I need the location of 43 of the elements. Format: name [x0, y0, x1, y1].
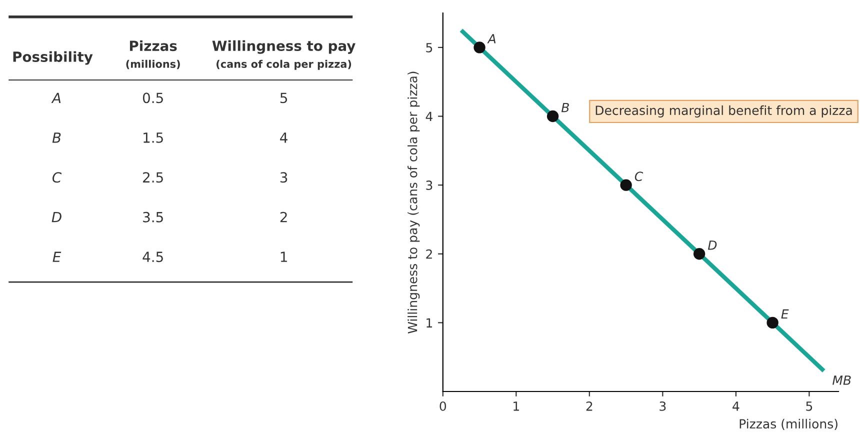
data-label: 5	[280, 92, 288, 104]
text: Willingness to pay (cans of cola per pizza)	[212, 40, 356, 70]
annotation: D	[708, 240, 717, 250]
point	[620, 179, 632, 191]
y-tick-label: 2	[426, 249, 432, 259]
data-label: 2	[280, 212, 287, 222]
y-tick-label: 1	[426, 318, 432, 328]
x-tick-label: 3	[660, 401, 666, 411]
data-label: 2.5	[143, 172, 163, 183]
annotation: E	[781, 309, 789, 319]
data-label: 3	[280, 172, 288, 183]
x-tick-label: 1	[514, 402, 519, 411]
x-tick-label: 0	[440, 401, 446, 411]
category-label: E	[52, 252, 62, 262]
data-label: 1.5	[144, 132, 163, 143]
annotation: C	[634, 172, 644, 182]
point	[474, 42, 486, 54]
y-tick-label: 3	[426, 180, 432, 190]
point	[693, 248, 706, 260]
point	[766, 316, 778, 329]
text: Possibility	[13, 51, 93, 65]
y-axis-title: Willingness to pay (cans of cola per pizza)	[408, 72, 420, 334]
y-tick-label: 5	[426, 43, 432, 52]
x-tick-label: 5	[806, 402, 812, 411]
text: Pizzas (millions)	[126, 40, 180, 70]
x-axis-title: Pizzas (millions)	[740, 418, 838, 430]
series-label: MB	[832, 376, 851, 385]
category-label: B	[52, 132, 61, 143]
data-label: 3.5	[143, 212, 163, 222]
point	[546, 110, 559, 122]
data-label: 4	[280, 132, 288, 143]
category-label: A	[51, 92, 61, 103]
annotation: B	[561, 102, 569, 112]
data-label: 1	[280, 252, 287, 262]
category-label: C	[52, 172, 62, 183]
category-label: D	[52, 212, 62, 222]
data-label: 4.5	[142, 252, 163, 262]
annotation: Decreasing marginal benefit from a pizza	[596, 105, 852, 118]
y-tick-label: 4	[426, 112, 432, 122]
data-label: 0.5	[142, 92, 163, 104]
x-tick-label: 2	[586, 401, 592, 411]
x-tick-label: 4	[732, 402, 740, 411]
annotation: A	[487, 34, 496, 44]
